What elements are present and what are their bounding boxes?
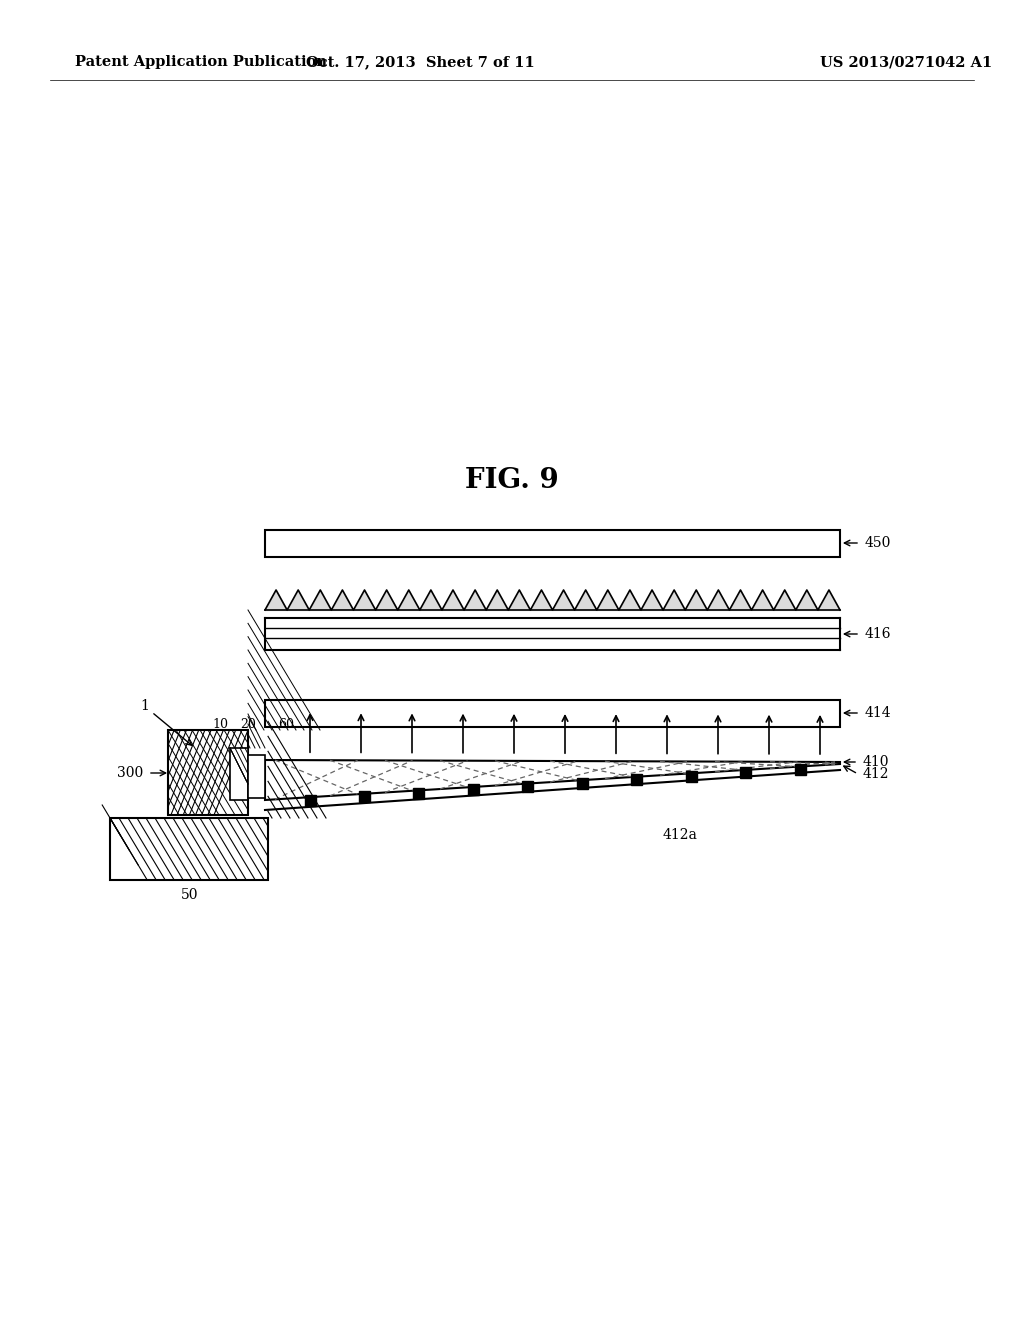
Polygon shape	[265, 760, 840, 800]
Bar	[110, 818, 268, 880]
Bar	[248, 755, 265, 799]
Bar	[265, 700, 840, 727]
Bar	[740, 767, 751, 779]
Text: 450: 450	[865, 536, 891, 550]
Bar	[468, 784, 479, 796]
Text: Patent Application Publication: Patent Application Publication	[75, 55, 327, 69]
Bar	[522, 781, 534, 792]
Text: US 2013/0271042 A1: US 2013/0271042 A1	[820, 55, 992, 69]
Text: 1: 1	[140, 700, 191, 746]
Text: Oct. 17, 2013  Sheet 7 of 11: Oct. 17, 2013 Sheet 7 of 11	[305, 55, 535, 69]
Bar	[168, 730, 248, 814]
Text: 414: 414	[865, 706, 892, 719]
Text: 300: 300	[117, 766, 143, 780]
Text: 410: 410	[863, 755, 890, 770]
Text: 20: 20	[240, 718, 256, 731]
Bar	[359, 791, 370, 803]
Text: 412a: 412a	[663, 828, 697, 842]
Bar	[265, 531, 840, 557]
Bar	[631, 775, 642, 785]
Text: 10: 10	[212, 718, 228, 731]
Bar	[577, 777, 588, 788]
Bar	[795, 764, 806, 775]
Bar	[686, 771, 696, 781]
Text: 416: 416	[865, 627, 892, 642]
Bar	[414, 788, 424, 799]
Bar	[304, 795, 315, 805]
Bar	[230, 748, 248, 800]
Text: 50: 50	[181, 888, 199, 902]
Text: 60: 60	[278, 718, 294, 731]
Text: FIG. 9: FIG. 9	[465, 466, 559, 494]
Text: 412: 412	[863, 767, 890, 781]
